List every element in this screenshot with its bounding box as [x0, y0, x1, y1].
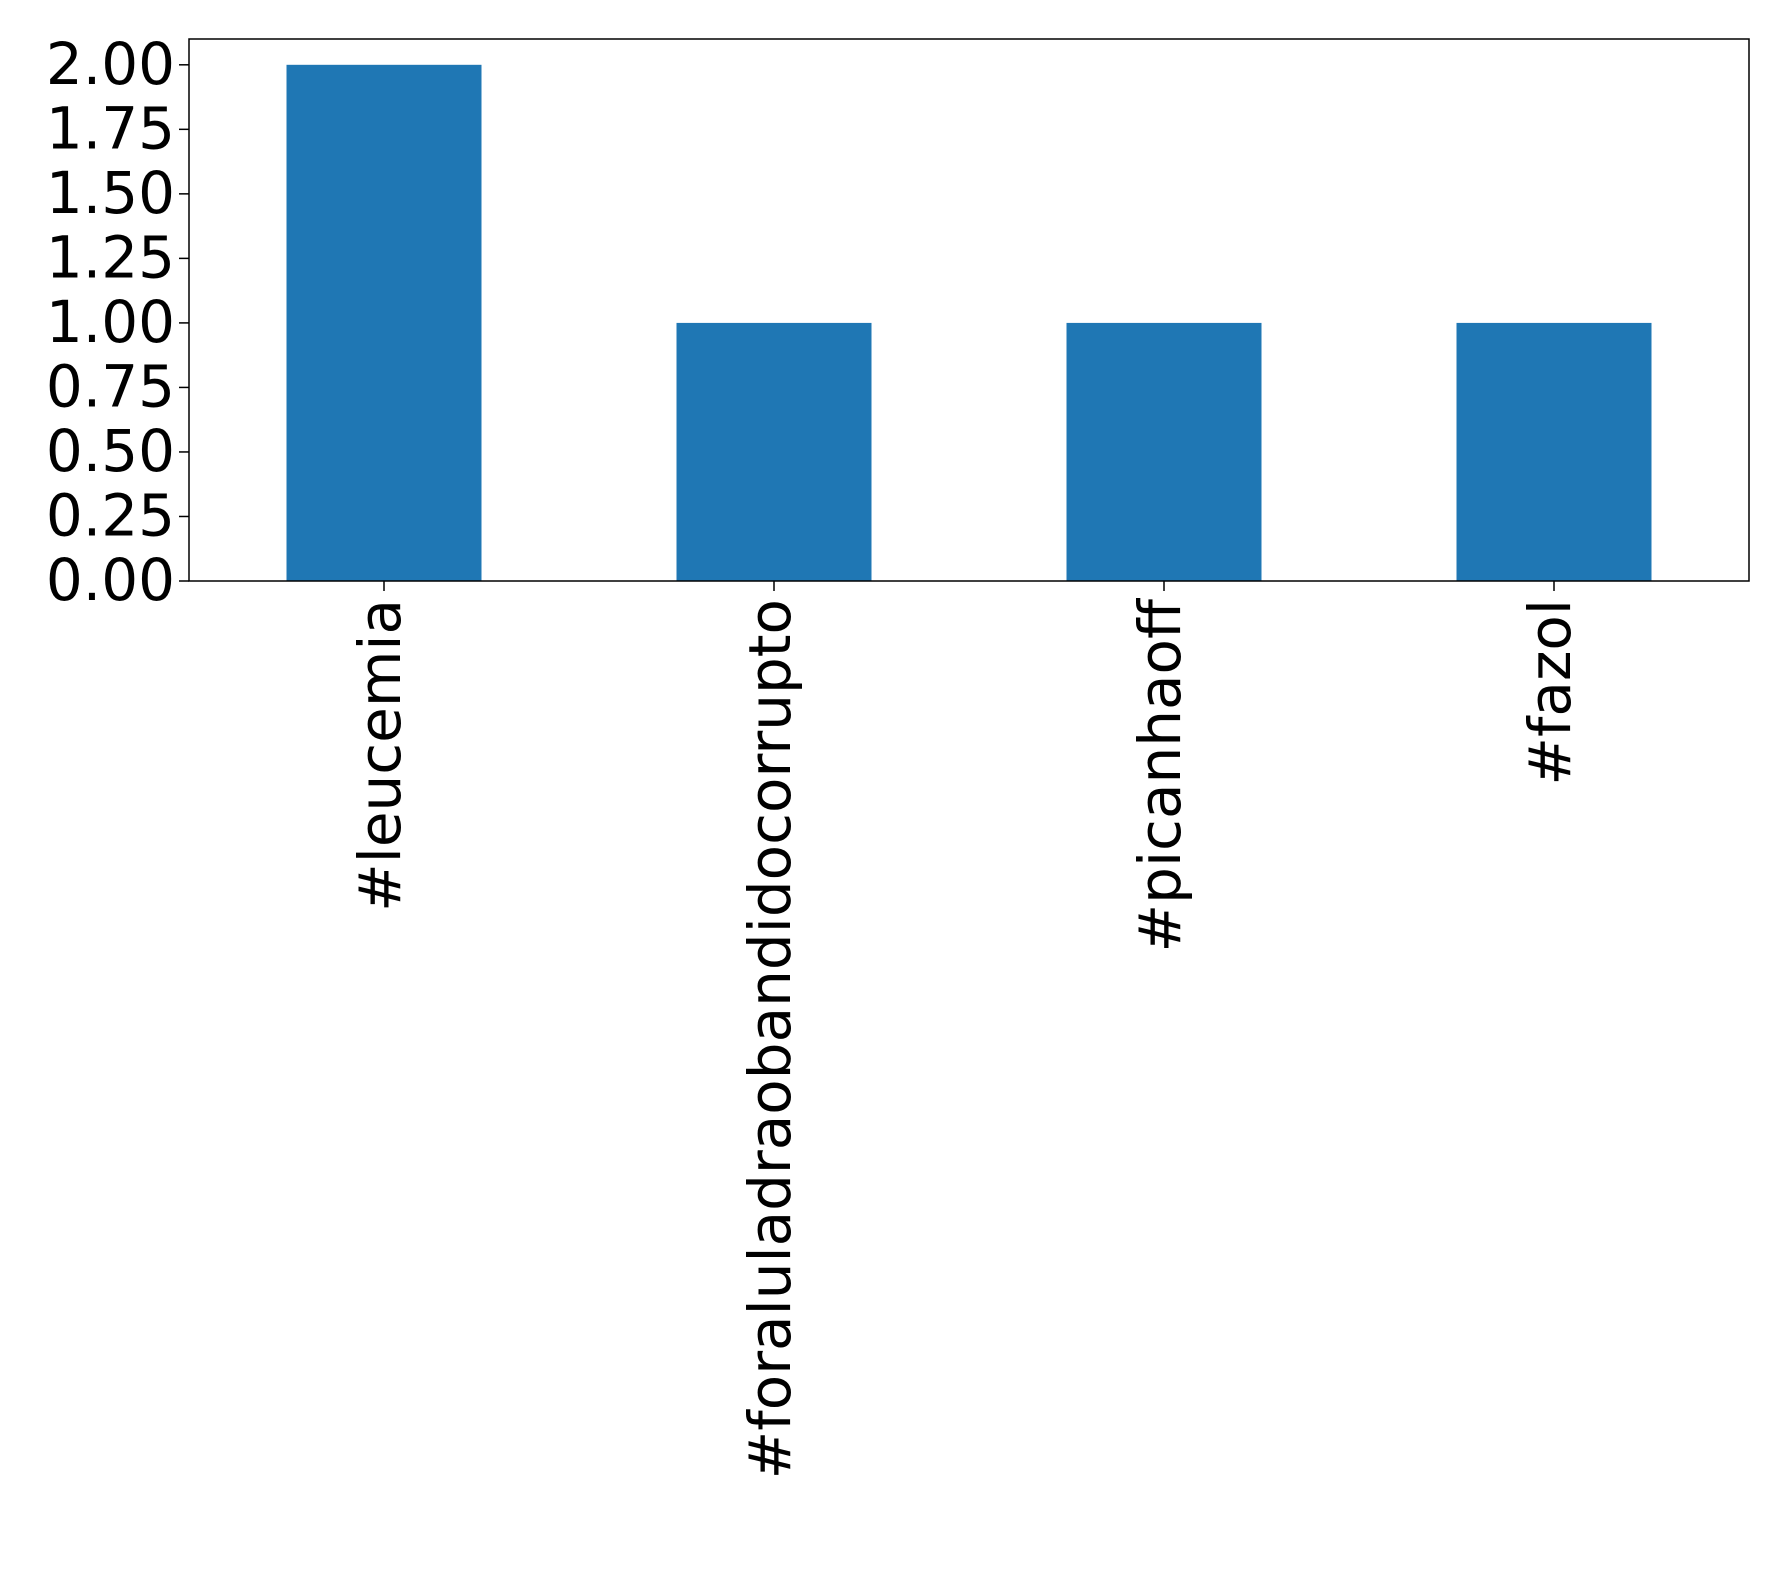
- x-tick-label: #fazol: [1516, 599, 1584, 786]
- bar: [1066, 322, 1262, 581]
- y-tick-label: 0.00: [46, 546, 175, 614]
- y-tick-label: 1.00: [46, 288, 175, 356]
- y-tick-label: 0.25: [46, 482, 175, 550]
- y-tick-label: 0.50: [46, 417, 175, 485]
- bar: [676, 322, 872, 581]
- axes-frame: [188, 38, 1750, 582]
- y-tick-label: 1.75: [46, 94, 175, 162]
- y-tick-label: 2.00: [46, 30, 175, 98]
- x-tick-label: #picanhaoff: [1126, 597, 1194, 953]
- y-tick-label: 0.75: [46, 353, 175, 421]
- y-tick-label: 1.50: [46, 159, 175, 227]
- bar: [1456, 322, 1652, 581]
- y-tick-label: 1.25: [46, 223, 175, 291]
- bar: [286, 64, 482, 582]
- x-tick-label: #foraluladraobandidocorrupto: [736, 599, 804, 1479]
- x-tick-label: #leucemia: [346, 599, 414, 912]
